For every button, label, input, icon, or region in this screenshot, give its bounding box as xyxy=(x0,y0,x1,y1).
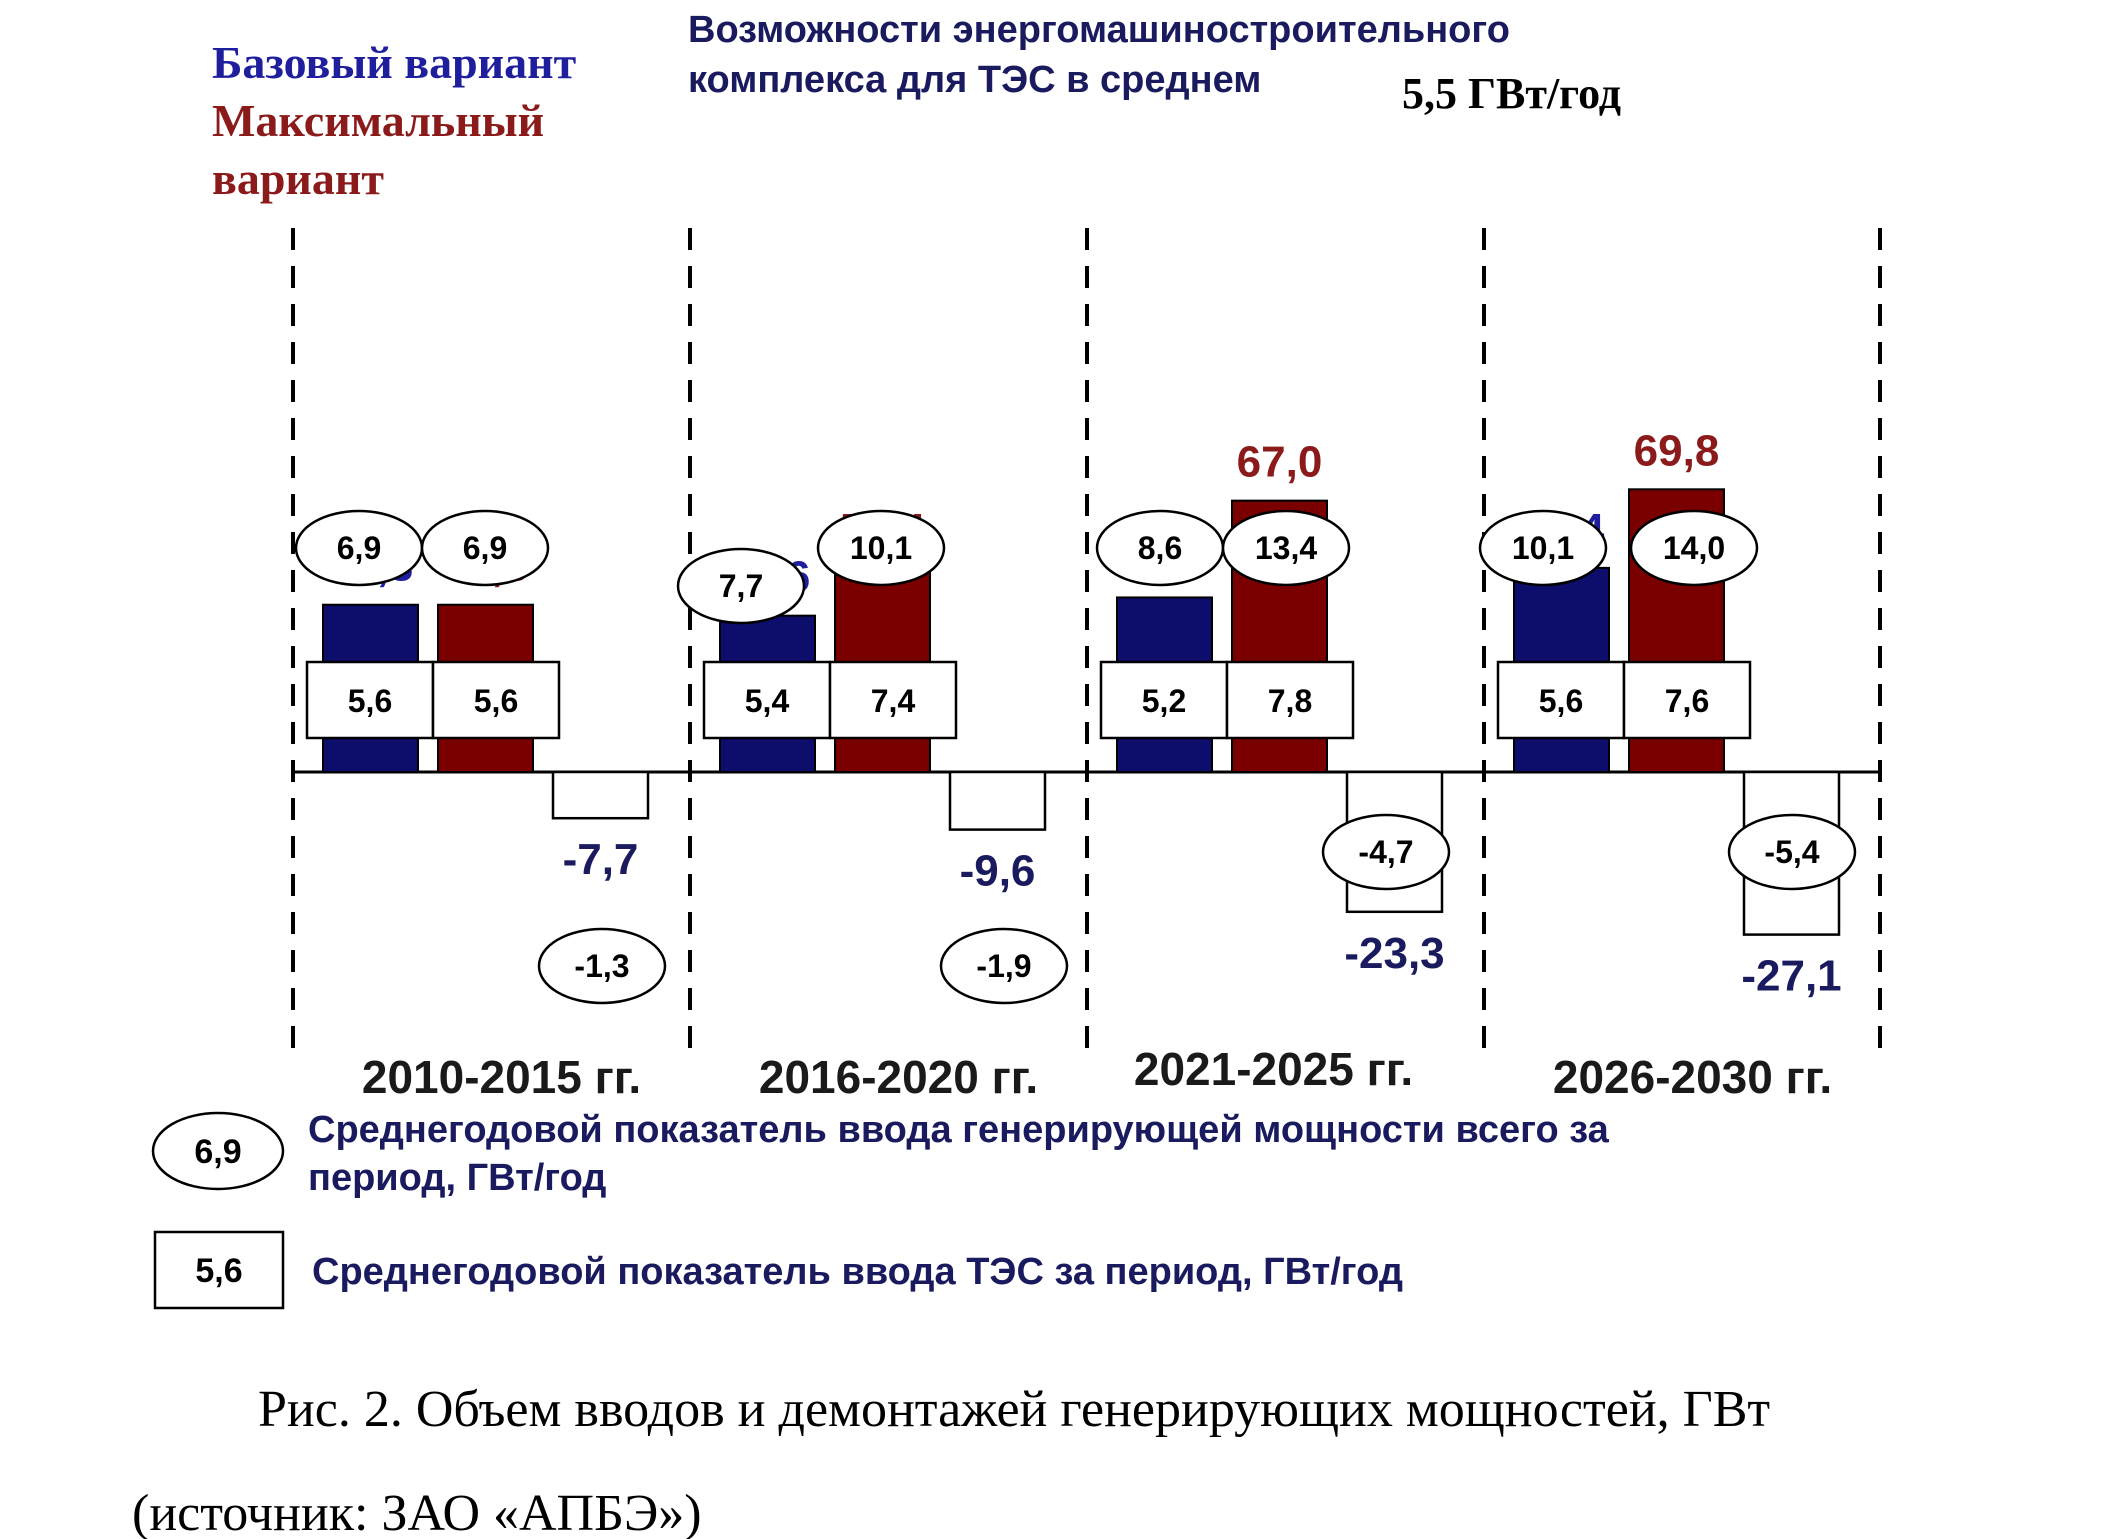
tes-box-max-value-2: 7,8 xyxy=(1268,683,1312,719)
bar-demolition-label-1: -9,6 xyxy=(960,847,1036,896)
tes-box-base-0 xyxy=(305,660,435,740)
tes-box-max-3 xyxy=(1622,660,1752,740)
avg-total-ellipse-base-3 xyxy=(1478,509,1608,587)
tes-box-max-0 xyxy=(431,660,561,740)
legend-ellipse-sample-value: 6,9 xyxy=(194,1133,241,1171)
category-label-3: 2026-2030 гг. xyxy=(1553,1051,1832,1103)
avg-total-ellipse-base-value-3: 10,1 xyxy=(1512,530,1574,566)
legend-ellipse-sample xyxy=(151,1111,285,1191)
bar-demolition-0 xyxy=(551,770,650,820)
capacity-note-line2: комплекса для ТЭС в среднем xyxy=(688,59,1261,101)
legend-max-label-line2: вариант xyxy=(212,153,384,204)
tes-box-base-1 xyxy=(702,660,832,740)
demolition-avg-ellipse-value-2: -4,7 xyxy=(1358,834,1413,870)
demolition-avg-ellipse-2 xyxy=(1321,813,1451,891)
avg-total-ellipse-base-1 xyxy=(676,547,806,625)
tes-box-base-3 xyxy=(1496,660,1626,740)
bar-max-label-3: 69,8 xyxy=(1634,426,1720,475)
tes-box-base-value-1: 5,4 xyxy=(745,683,790,719)
capacity-note-line1: Возможности энергомашиностроительного xyxy=(688,9,1510,51)
legend-max-label-line1: Максимальный xyxy=(212,95,544,146)
avg-total-ellipse-base-value-0: 6,9 xyxy=(337,530,381,566)
avg-total-ellipse-max-0 xyxy=(420,509,550,587)
bar-demolition-label-0: -7,7 xyxy=(563,835,639,884)
demolition-avg-ellipse-value-1: -1,9 xyxy=(976,948,1031,984)
legend-box-sample-value: 5,6 xyxy=(195,1252,242,1290)
category-label-1: 2016-2020 гг. xyxy=(759,1051,1038,1103)
avg-total-ellipse-max-value-0: 6,9 xyxy=(463,530,507,566)
tes-box-max-value-1: 7,4 xyxy=(871,683,916,719)
legend-box-text: Среднегодовой показатель ввода ТЭС за пе… xyxy=(312,1251,1403,1293)
avg-total-ellipse-max-2 xyxy=(1221,509,1351,587)
tes-box-max-value-3: 7,6 xyxy=(1665,683,1709,719)
avg-total-ellipse-base-value-2: 8,6 xyxy=(1138,530,1182,566)
avg-total-ellipse-max-value-3: 14,0 xyxy=(1663,530,1725,566)
bar-demolition-1 xyxy=(948,770,1047,831)
avg-total-ellipse-max-value-1: 10,1 xyxy=(850,530,912,566)
bar-demolition-label-2: -23,3 xyxy=(1344,929,1444,978)
legend-base-label: Базовый вариант xyxy=(212,37,577,88)
tes-box-max-2 xyxy=(1225,660,1355,740)
tes-box-base-value-2: 5,2 xyxy=(1142,683,1186,719)
demolition-avg-ellipse-3 xyxy=(1727,813,1857,891)
tes-box-base-value-0: 5,6 xyxy=(348,683,392,719)
tes-box-max-1 xyxy=(828,660,958,740)
avg-total-ellipse-max-1 xyxy=(816,509,946,587)
category-label-0: 2010-2015 гг. xyxy=(362,1051,641,1103)
caption-line2: (источник: ЗАО «АПБЭ») xyxy=(132,1485,702,1539)
tes-box-base-value-3: 5,6 xyxy=(1539,683,1583,719)
demolition-avg-ellipse-1 xyxy=(939,927,1069,1005)
caption-line1: Рис. 2. Объем вводов и демонтажей генери… xyxy=(258,1381,1770,1438)
bar-demolition-label-3: -27,1 xyxy=(1741,952,1841,1001)
legend-box-sample xyxy=(153,1230,285,1310)
demolition-avg-ellipse-0 xyxy=(537,927,667,1005)
avg-total-ellipse-max-value-2: 13,4 xyxy=(1255,530,1317,566)
category-label-2: 2021-2025 гг. xyxy=(1134,1043,1413,1095)
bar-max-label-2: 67,0 xyxy=(1237,438,1323,487)
legend-ellipse-text-line1: Среднегодовой показатель ввода генерирую… xyxy=(308,1109,1610,1151)
avg-total-ellipse-base-value-1: 7,7 xyxy=(719,568,763,604)
tes-box-max-value-0: 5,6 xyxy=(474,683,518,719)
demolition-avg-ellipse-value-3: -5,4 xyxy=(1764,834,1819,870)
demolition-avg-ellipse-value-0: -1,3 xyxy=(574,948,629,984)
capacity-note-value: 5,5 ГВт/год xyxy=(1402,69,1621,118)
avg-total-ellipse-max-3 xyxy=(1629,509,1759,587)
tes-box-base-2 xyxy=(1099,660,1229,740)
legend-ellipse-text-line2: период, ГВт/год xyxy=(308,1157,606,1199)
